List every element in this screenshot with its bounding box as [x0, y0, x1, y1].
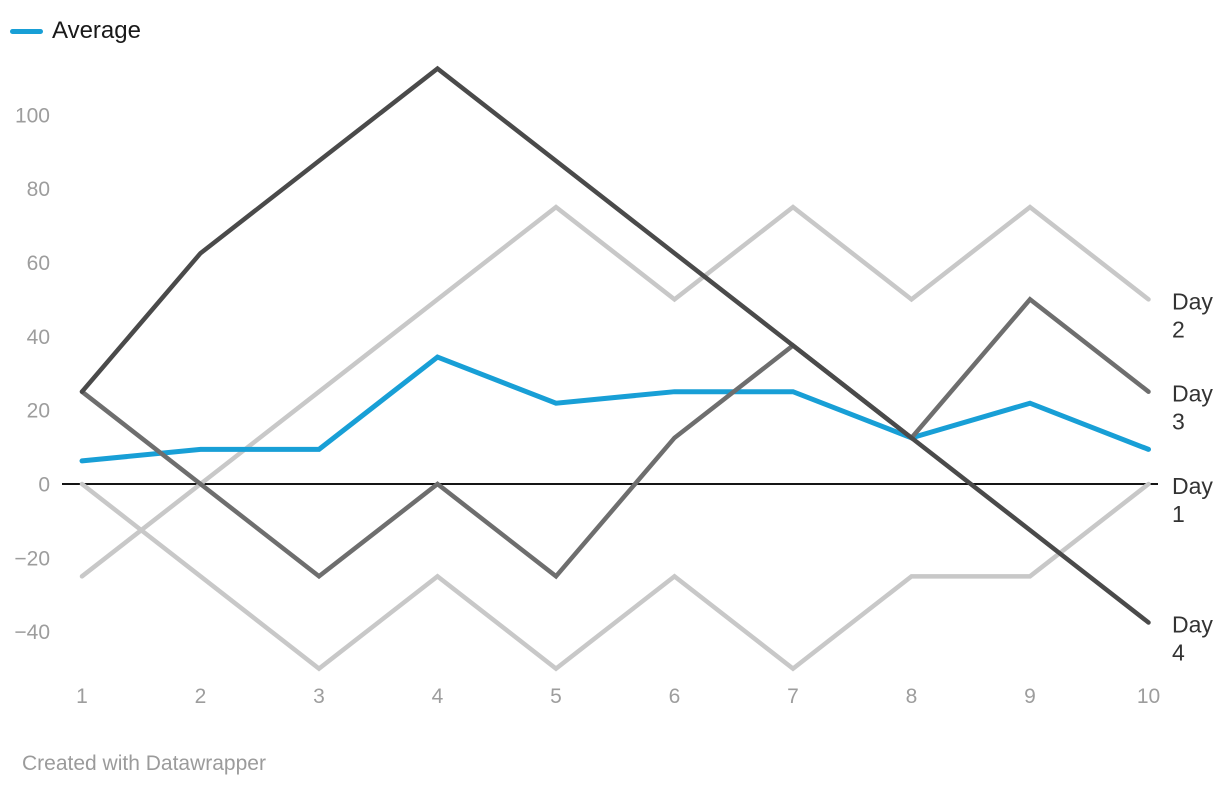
chart-legend: Average	[10, 16, 141, 46]
series-end-label-day-2: Day	[1172, 288, 1213, 314]
series-line-day-4	[79, 65, 1151, 625]
x-axis-tick-label: 1	[76, 685, 88, 708]
series-line-day-3	[79, 296, 1151, 580]
y-axis-tick-label: 60	[27, 252, 50, 275]
series-end-label-day-1: 1	[1172, 501, 1185, 527]
x-axis-tick-label: 3	[313, 685, 325, 708]
y-axis-tick-label: 40	[27, 326, 50, 349]
x-axis-tick-label: 4	[432, 685, 444, 708]
series-line-day-1	[79, 481, 1151, 672]
series-end-label-day-3: 3	[1172, 409, 1185, 435]
series-end-label-day-4: Day	[1172, 611, 1213, 637]
x-axis-tick-label: 10	[1137, 685, 1160, 708]
x-axis-tick-label: 5	[550, 685, 562, 708]
y-axis-tick-label: 20	[27, 400, 50, 423]
x-axis-tick-label: 2	[195, 685, 207, 708]
y-axis-tick-label: 100	[15, 104, 50, 127]
legend-swatch-average	[10, 28, 43, 34]
series-end-label-day-4: 4	[1172, 639, 1185, 665]
x-axis-tick-label: 7	[787, 685, 799, 708]
series-end-label-day-2: 2	[1172, 316, 1185, 342]
y-axis-tick-label: 0	[38, 474, 50, 497]
series-end-label-day-3: Day	[1172, 381, 1213, 407]
y-axis-tick-label: −40	[14, 621, 50, 644]
x-axis-tick-label: 9	[1024, 685, 1036, 708]
legend-label-average: Average	[52, 17, 141, 44]
y-axis-tick-label: 80	[27, 178, 50, 201]
x-axis-tick-label: 6	[669, 685, 681, 708]
y-axis-tick-label: −20	[14, 547, 50, 570]
x-axis-tick-label: 8	[906, 685, 918, 708]
series-line-day-2	[79, 204, 1151, 579]
attribution-text: Created with Datawrapper	[22, 752, 266, 775]
series-line-average	[79, 354, 1151, 464]
series-end-label-day-1: Day	[1172, 473, 1213, 499]
